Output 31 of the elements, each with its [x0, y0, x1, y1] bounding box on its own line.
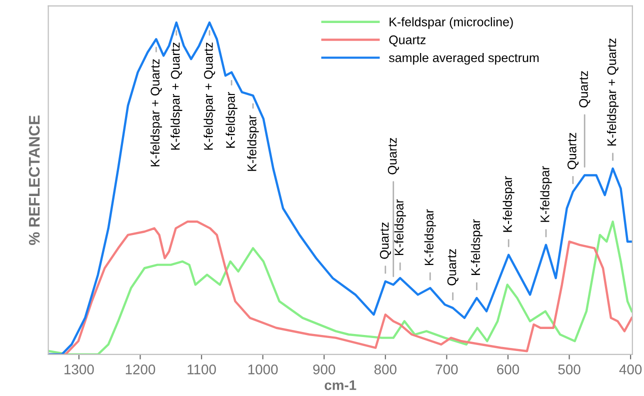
annotation: K-feldspar: [502, 176, 514, 232]
annotation: K-feldspar + Quartz: [204, 42, 216, 150]
x-tick-label: 1200: [126, 364, 156, 374]
x-tick-label: 500: [558, 364, 580, 374]
x-tick-label: 900: [313, 364, 336, 374]
x-tick-label: 600: [497, 364, 520, 374]
annotation: K-feldspar: [226, 92, 238, 148]
x-tick-label: 400: [619, 364, 642, 374]
annotation: K-feldspar: [424, 209, 436, 266]
x-tick-label: 1000: [248, 364, 278, 374]
x-tick-label: 1300: [64, 364, 94, 374]
annotation: Quartz: [567, 132, 579, 170]
x-tick-label: 1100: [188, 364, 216, 374]
legend-label: Quartz: [389, 35, 426, 47]
annotation: K-feldspar: [470, 219, 483, 275]
legend-label: K-feldspar (microcline): [390, 17, 513, 29]
annotation: K-feldspar + Quartz: [606, 38, 619, 146]
annotation: Quartz: [388, 138, 399, 174]
annotation: Quartz: [380, 222, 391, 259]
annotation: K-feldspar: [247, 115, 259, 171]
x-tick-label: 700: [436, 364, 458, 374]
annotation: K-feldspar + Quartz: [170, 42, 182, 150]
x-tick-label: 800: [374, 364, 396, 374]
legend-label: sample averaged spectrum: [388, 52, 539, 65]
y-axis-title: % REFLECTANCE: [28, 116, 40, 246]
x-axis-title: cm-1: [324, 380, 356, 390]
annotation: K-feldspar: [394, 199, 406, 256]
annotation: K-feldspar: [540, 166, 552, 222]
annotation: Quartz: [579, 71, 590, 108]
annotation: K-feldspar + Quartz: [150, 59, 162, 166]
annotation: Quartz: [447, 249, 458, 286]
